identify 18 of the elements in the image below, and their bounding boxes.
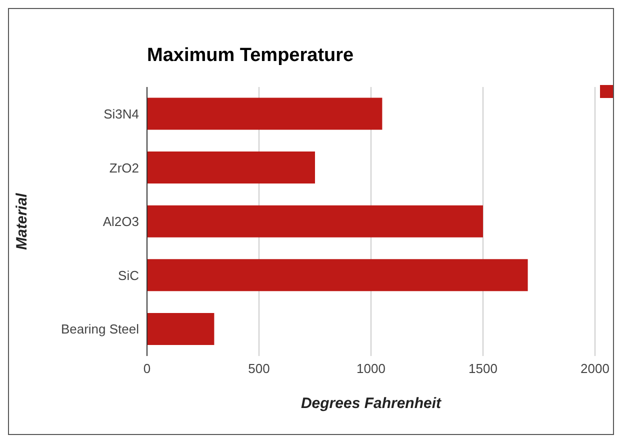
y-tick-label: Bearing Steel xyxy=(60,322,140,337)
y-axis-title: Material xyxy=(13,192,30,250)
chart-title: Maximum Temperature xyxy=(147,45,354,67)
y-tick-label: SiC xyxy=(118,268,139,283)
bar xyxy=(147,205,483,238)
y-tick-label: Si3N4 xyxy=(104,106,139,122)
bar xyxy=(147,98,382,130)
y-tick-label: ZrO2 xyxy=(109,160,139,176)
x-tick-label: 1500 xyxy=(468,361,498,376)
bar xyxy=(147,152,315,184)
y-tick-label: Al2O3 xyxy=(102,214,139,230)
x-tick-label: 0 xyxy=(143,361,151,376)
x-tick-label: 1000 xyxy=(356,361,386,376)
bar xyxy=(147,259,528,292)
x-axis-title: Degrees Fahrenheit xyxy=(300,395,442,412)
bar xyxy=(147,312,214,345)
x-tick-label: 2000 xyxy=(580,361,610,376)
x-tick-label: 500 xyxy=(248,361,270,376)
